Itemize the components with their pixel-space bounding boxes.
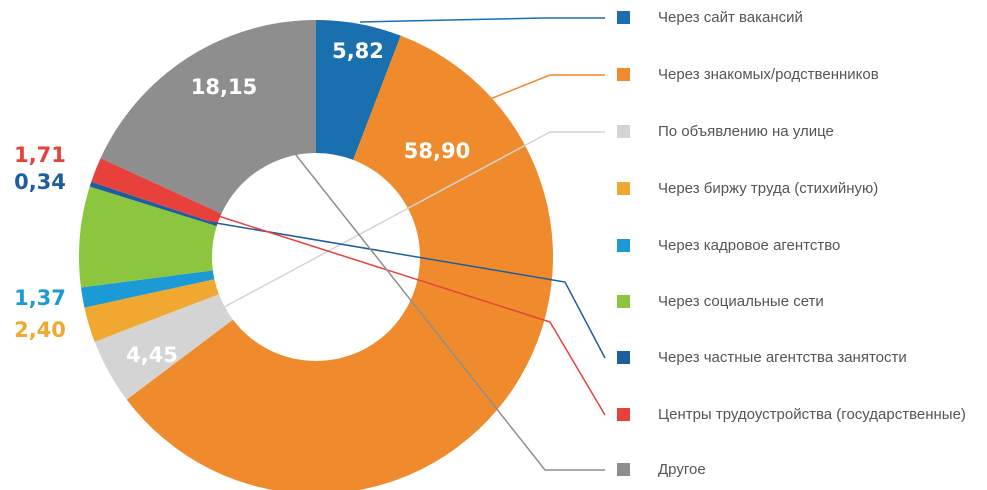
legend-item: Через кадровое агентство [617, 236, 983, 256]
legend-item: Через биржу труда (стихийную) [617, 179, 983, 199]
legend-item: Через сайт вакансий [617, 8, 983, 28]
data-label: 1,71 [14, 143, 66, 167]
legend-label: По объявлению на улице [658, 123, 834, 140]
data-label: 18,15 [191, 75, 257, 99]
legend-label: Через знакомых/родственников [658, 66, 879, 83]
legend-label: Через социальные сети [658, 293, 824, 310]
legend-swatch [617, 295, 630, 308]
slice [79, 186, 217, 288]
data-label: 58,90 [404, 139, 470, 163]
data-label: 5,82 [332, 39, 384, 63]
legend-item: Через частные агентства занятости [617, 348, 983, 368]
slice [80, 270, 215, 308]
leader-line [211, 213, 606, 416]
leader-line [291, 149, 605, 471]
slice [89, 181, 218, 227]
legend-swatch [617, 408, 630, 421]
slice [100, 20, 316, 214]
data-label: 6,85 [12, 211, 64, 235]
legend-swatch [617, 11, 630, 24]
legend-swatch [617, 351, 630, 364]
legend-label: Через сайт вакансий [658, 9, 803, 26]
legend-label: Другое [658, 461, 706, 478]
legend-label: Центры трудоустройства (государственные) [658, 406, 966, 423]
legend-item: Центры трудоустройства (государственные) [617, 405, 983, 425]
legend-label: Через биржу труда (стихийную) [658, 180, 879, 197]
slice [94, 294, 233, 400]
legend-swatch [617, 125, 630, 138]
data-label: 0,34 [14, 170, 66, 194]
legend-item: По объявлению на улице [617, 122, 983, 142]
legend-swatch [617, 182, 630, 195]
leader-line [429, 74, 605, 124]
leader-line [209, 221, 606, 359]
legend-swatch [617, 463, 630, 476]
legend-item: Через знакомых/родственников [617, 65, 983, 85]
slice [91, 158, 222, 225]
leader-line [359, 17, 605, 23]
leader-line [214, 131, 605, 313]
data-label: 1,37 [14, 286, 66, 310]
slice [316, 20, 401, 160]
legend-item: Через социальные сети [617, 292, 983, 312]
legend-swatch [617, 239, 630, 252]
legend-item: Другое [617, 460, 983, 480]
data-label: 4,45 [126, 343, 178, 367]
legend-swatch [617, 68, 630, 81]
legend-label: Через кадровое агентство [658, 237, 841, 254]
slice [84, 279, 219, 342]
slice [126, 35, 553, 490]
data-label: 2,40 [14, 318, 66, 342]
legend-label: Через частные агентства занятости [658, 349, 907, 366]
